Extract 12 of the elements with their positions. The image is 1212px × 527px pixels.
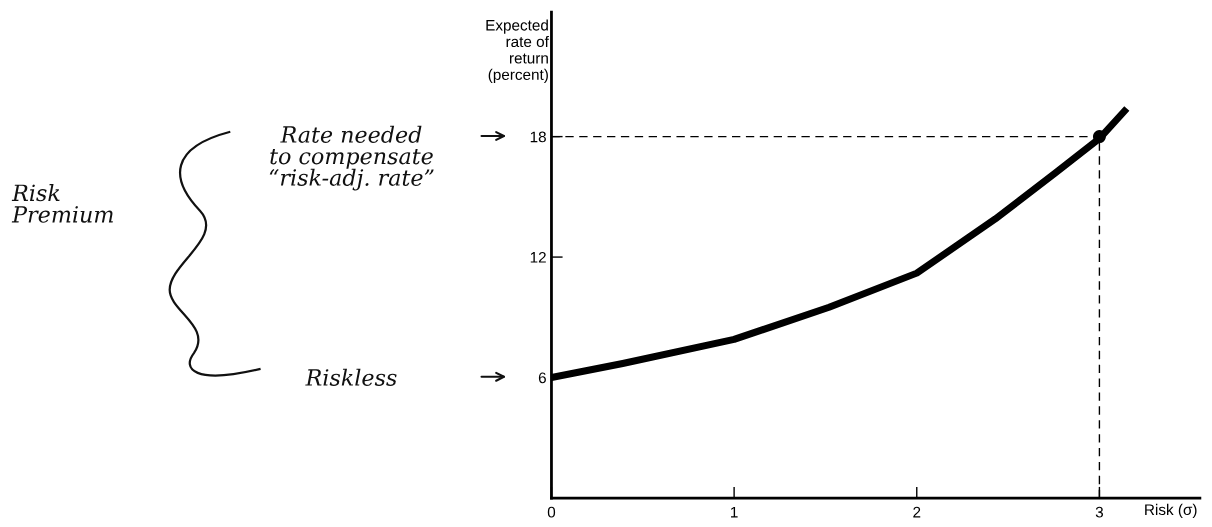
y-axis-title: Expected rate of return (percent)	[486, 19, 549, 84]
x-tick-label: 1	[731, 506, 738, 518]
text: Rate needed to compensate “risk-adj. rate”	[269, 125, 434, 191]
x-tick-label: 0	[547, 506, 556, 518]
x-tick-label: 3	[1095, 506, 1103, 518]
text: Risk Premium	[11, 184, 113, 223]
x-axis-title: Risk (σ)	[1145, 503, 1197, 519]
text: Riskless	[305, 368, 397, 386]
y-tick-label: 18	[530, 131, 546, 143]
y-tick-label: 6	[538, 372, 546, 384]
x-tick-label: 2	[913, 506, 921, 518]
y-tick-label: 12	[530, 251, 546, 263]
